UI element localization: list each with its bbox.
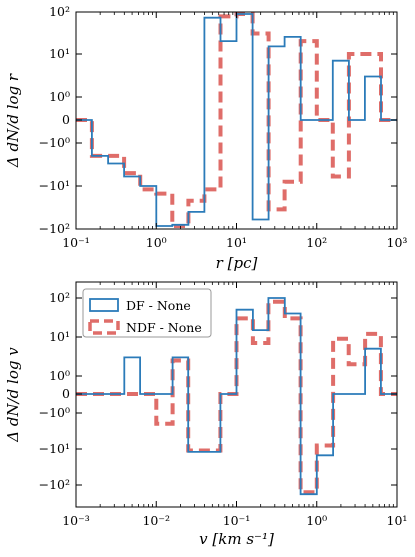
y-tick-label: −10⁰ (39, 405, 70, 420)
panel-1: 10⁻¹ 10⁰ 10¹ 10² 10³ 10² 10¹ 10⁰ 0 −10⁰ −10¹ −10² r … (4, 4, 407, 272)
y-tick-label: 10² (49, 290, 70, 305)
y-tick-label: 10⁰ (49, 89, 70, 104)
x-tick-label: 10¹ (387, 513, 408, 528)
y-tick-label: 10² (49, 4, 70, 19)
y-tick-label: −10² (39, 221, 70, 236)
y-tick-label: −10¹ (39, 178, 70, 193)
y-tick-label: −10¹ (39, 441, 70, 456)
x-tick-label: 10⁻³ (62, 513, 90, 528)
y-tick-label: 10¹ (49, 329, 70, 344)
y-tick-label: −10⁰ (39, 135, 70, 150)
legend-label: DF - None (126, 298, 191, 313)
x-axis-label: v [km s⁻¹] (199, 530, 274, 548)
legend-label: NDF - None (126, 320, 202, 335)
df-series-line (76, 13, 397, 227)
y-tick-label: −10² (39, 477, 70, 492)
x-tick-label: 10¹ (226, 235, 247, 250)
x-tick-label: 10³ (387, 235, 408, 250)
x-axis-label: r [pc] (216, 254, 258, 272)
legend: DF - None NDF - None (82, 288, 212, 338)
legend-swatch-ndf (88, 319, 120, 335)
x-tick-label: 10⁰ (146, 235, 167, 250)
y-tick-label: 0 (62, 112, 70, 127)
ndf-series-line (76, 299, 397, 495)
y-tick-label: 10⁰ (49, 368, 70, 383)
y-tick-label: 0 (62, 386, 70, 401)
x-tick-label: 10⁰ (306, 513, 327, 528)
x-tick-label: 10² (306, 235, 327, 250)
y-axis-label: Δ dN/d log v (4, 347, 22, 443)
y-tick-label: 10¹ (49, 46, 70, 61)
y-axis-label: Δ dN/d log r (4, 73, 22, 168)
panel-2: 10⁻³ 10⁻² 10⁻¹ 10⁰ 10¹ 10² 10¹ 10⁰ 0 −10⁰ −10¹ −10²… (4, 281, 408, 548)
df-series-line (76, 297, 397, 496)
x-tick-label: 10⁻¹ (62, 235, 90, 250)
legend-box (82, 288, 212, 338)
x-tick-label: 10⁻² (142, 513, 170, 528)
x-tick-label: 10⁻¹ (223, 513, 251, 528)
legend-swatch-df (89, 298, 119, 312)
